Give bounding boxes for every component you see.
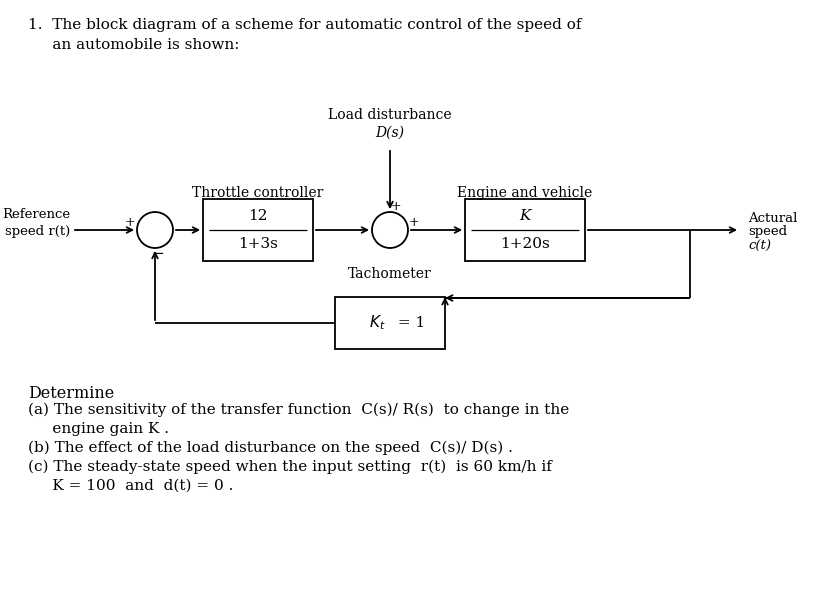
Text: Load disturbance: Load disturbance [328,108,452,122]
Text: Engine and vehicle: Engine and vehicle [457,186,593,200]
Text: = 1: = 1 [393,316,425,330]
Bar [203,199,313,261]
Text: +: + [409,217,419,230]
Text: Throttle controller: Throttle controller [192,186,324,200]
Text: (c) The steady-state speed when the input setting  r(t)  is 60 km/h if: (c) The steady-state speed when the inpu… [28,460,552,474]
Text: Tachometer: Tachometer [349,267,432,281]
Circle shape [372,212,408,248]
Text: +: + [125,217,136,230]
Text: +: + [390,201,401,214]
Text: Determine: Determine [28,385,114,402]
Text: (b) The effect of the load disturbance on the speed  C(s)/ D(s) .: (b) The effect of the load disturbance o… [28,441,513,455]
Text: c(t): c(t) [748,240,771,252]
Text: Reference: Reference [2,208,70,221]
Text: speed r(t): speed r(t) [5,226,70,239]
Text: D(s): D(s) [376,126,404,140]
Bar [465,199,585,261]
Text: speed: speed [748,226,787,239]
Text: −: − [151,247,164,261]
Bar [335,297,445,349]
Text: K = 100  and  d(t) = 0 .: K = 100 and d(t) = 0 . [28,479,233,493]
Text: Actural: Actural [748,211,797,224]
Text: (a) The sensitivity of the transfer function  C(s)/ R(s)  to change in the: (a) The sensitivity of the transfer func… [28,403,570,417]
Text: an automobile is shown:: an automobile is shown: [28,38,239,52]
Text: 1+3s: 1+3s [238,237,278,251]
Circle shape [137,212,173,248]
Text: 12: 12 [248,209,268,223]
Text: K: K [520,209,531,223]
Text: 1+20s: 1+20s [500,237,550,251]
Text: $K_t$: $K_t$ [370,314,386,333]
Text: engine gain K .: engine gain K . [28,422,169,436]
Text: 1.  The block diagram of a scheme for automatic control of the speed of: 1. The block diagram of a scheme for aut… [28,18,581,32]
